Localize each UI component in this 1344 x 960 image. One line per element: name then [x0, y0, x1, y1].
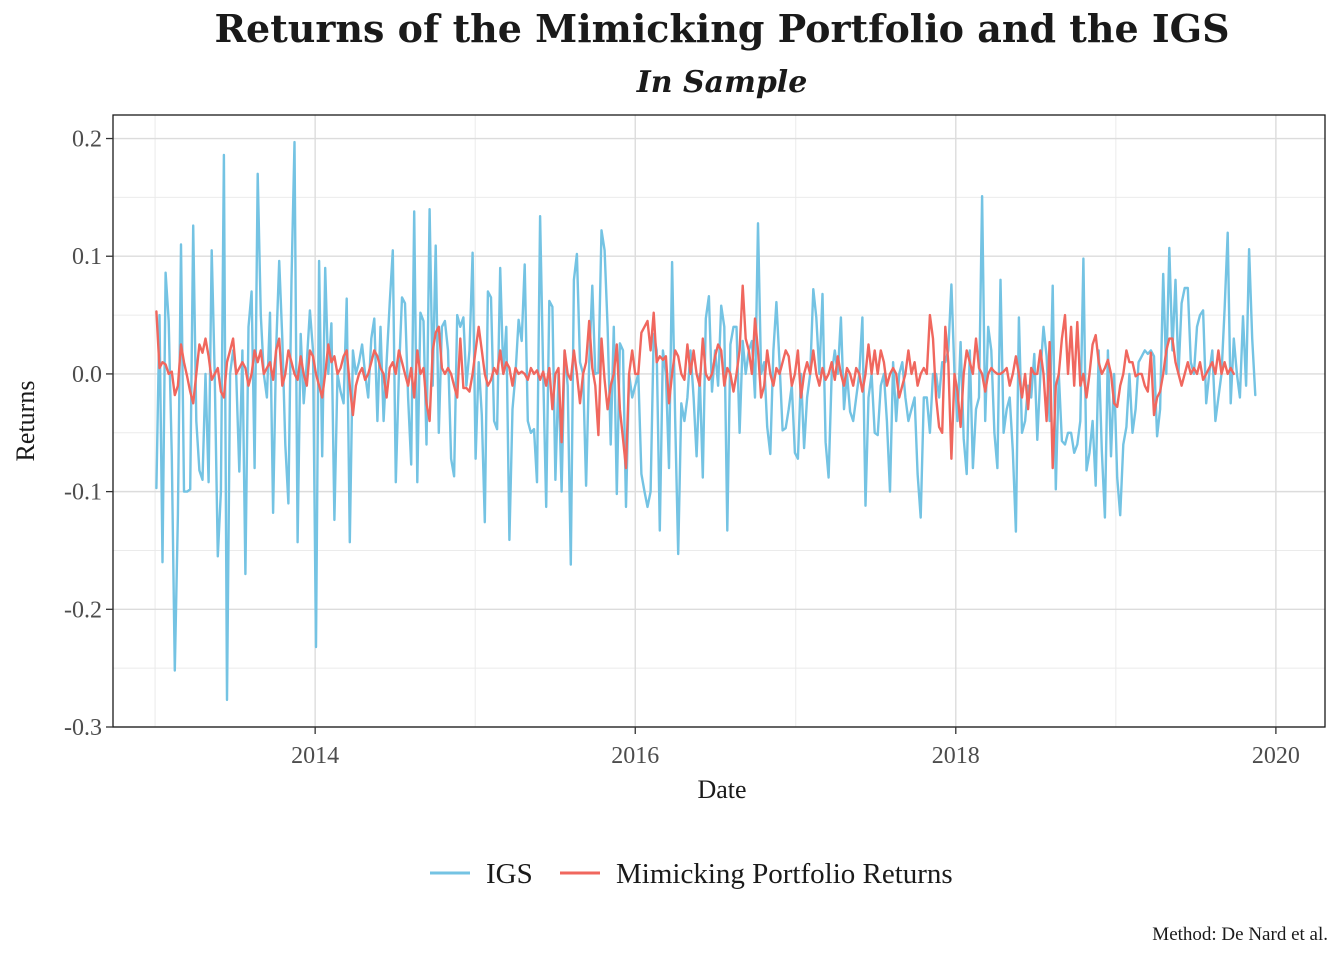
x-tick-label: 2016	[611, 743, 659, 769]
x-axis-title: Date	[697, 775, 746, 804]
y-tick-label: -0.1	[64, 480, 102, 506]
legend: IGS Mimicking Portfolio Returns	[430, 858, 953, 890]
series-line-mimicking-portfolio	[155, 284, 1236, 470]
y-axis: 0.2 0.1 0.0 -0.1 -0.2 -0.3	[64, 127, 113, 741]
x-tick-label: 2020	[1252, 743, 1300, 769]
chart-subtitle: In Sample	[636, 65, 808, 100]
series-layer	[155, 140, 1257, 702]
x-tick-label: 2018	[932, 743, 980, 769]
y-tick-label: 0.0	[72, 362, 102, 388]
y-tick-label: -0.2	[64, 597, 102, 623]
y-axis-title: Returns	[11, 381, 40, 462]
y-tick-label: 0.2	[72, 127, 102, 153]
y-tick-label: -0.3	[64, 715, 102, 741]
y-tick-label: 0.1	[72, 244, 102, 270]
legend-label-mimicking: Mimicking Portfolio Returns	[616, 858, 953, 890]
x-axis: 2014 2016 2018 2020	[291, 727, 1300, 769]
plot-border	[112, 114, 1326, 728]
legend-label-igs: IGS	[486, 858, 533, 890]
chart-caption: Method: De Nard et al.	[1152, 924, 1328, 945]
chart-title: Returns of the Mimicking Portfolio and t…	[214, 6, 1229, 51]
series-line-igs	[155, 140, 1257, 702]
x-tick-label: 2014	[291, 743, 339, 769]
